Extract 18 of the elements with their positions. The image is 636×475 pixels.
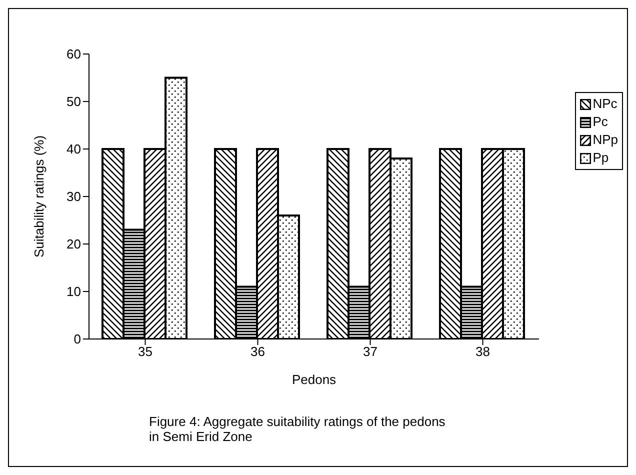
- y-tick-label: 40: [66, 142, 81, 157]
- y-tick-label: 50: [66, 94, 81, 110]
- legend-label: NPc: [592, 95, 618, 113]
- legend-label: Pc: [592, 113, 608, 131]
- x-tick-label: 38: [476, 344, 490, 360]
- y-axis-title: Suitability ratings (%): [32, 135, 47, 258]
- x-tick-label: 37: [363, 344, 378, 360]
- x-tick-label: 36: [250, 344, 265, 360]
- legend-label: NPp: [592, 131, 618, 149]
- x-tick-label: 35: [138, 344, 152, 360]
- y-tick-label: 10: [66, 284, 81, 300]
- y-tick-label: 0: [74, 332, 81, 347]
- y-tick-label: 30: [66, 189, 81, 204]
- x-axis-title: Pedons: [292, 372, 337, 387]
- caption: Figure 4: Aggregate suitability ratings of the pedons in Semi Erid Zone: [148, 414, 446, 444]
- legend-label: Pp: [592, 149, 609, 167]
- y-tick-label: 20: [66, 236, 81, 252]
- y-tick-label: 60: [66, 46, 81, 62]
